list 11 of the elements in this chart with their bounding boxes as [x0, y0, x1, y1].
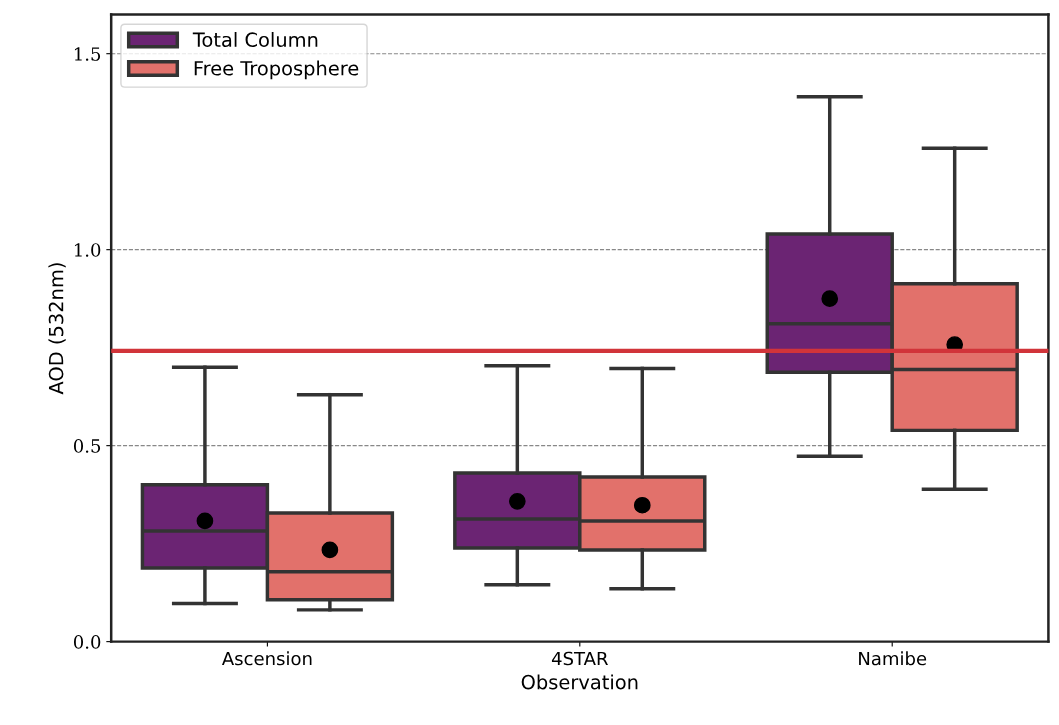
y-axis-title: AOD (532nm) — [48, 263, 66, 395]
x-tick-label: Ascension — [221, 651, 312, 666]
x-axis-title: Observation — [521, 674, 638, 690]
legend-label: Total Column — [192, 32, 318, 48]
y-tick-label: 1.5 — [74, 47, 101, 61]
legend-label: Free Troposphere — [194, 60, 359, 80]
y-tick-label: 0.5 — [73, 439, 101, 453]
y-tick-label: 0.0 — [73, 635, 101, 649]
y-tick-label: 1.0 — [74, 243, 101, 257]
x-tick-label: Namibe — [859, 651, 927, 666]
x-tick-label: 4STAR — [551, 651, 609, 666]
